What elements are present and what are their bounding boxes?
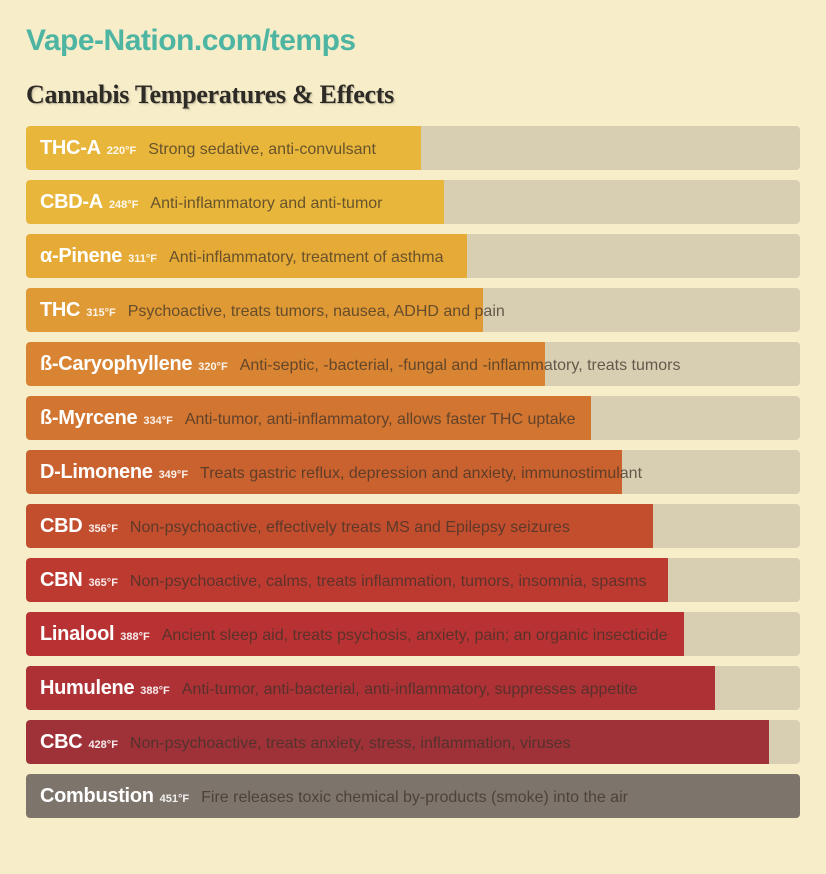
compound-name: CBD-A [40, 191, 103, 214]
compound-temp: 315°F [86, 307, 115, 319]
compound-effect: Anti-tumor, anti-bacterial, anti-inflamm… [182, 681, 638, 699]
chart-row: ß-Caryophyllene 320°F Anti-septic, -bacter… [26, 342, 800, 386]
compound-name: α-Pinene [40, 245, 122, 268]
compound-effect: Psychoactive, treats tumors, nausea, ADH… [128, 303, 505, 321]
row-content: CBN 365°F Non-psychoactive, calms, treats … [26, 569, 800, 592]
compound-temp: 428°F [88, 739, 117, 751]
chart-row: CBC 428°F Non-psychoactive, treats anxiety… [26, 720, 800, 764]
compound-effect: Anti-tumor, anti-inflammatory, allows fa… [185, 411, 576, 429]
compound-name: ß-Caryophyllene [40, 353, 192, 376]
chart-row: THC-A 220°F Strong sedative, anti-convulsa… [26, 126, 800, 170]
row-content: ß-Caryophyllene 320°F Anti-septic, -bacter… [26, 353, 800, 376]
chart-row: Combustion 451°F Fire releases toxic chemi… [26, 774, 800, 818]
chart-row: ß-Myrcene 334°F Anti-tumor, anti-inflammat… [26, 396, 800, 440]
row-content: D-Limonene 349°F Treats gastric reflux, de… [26, 461, 800, 484]
compound-effect: Anti-septic, -bacterial, -fungal and -in… [240, 357, 681, 375]
row-content: Humulene 388°F Anti-tumor, anti-bacterial,… [26, 677, 800, 700]
compound-effect: Non-psychoactive, effectively treats MS … [130, 519, 570, 537]
chart-row: Linalool 388°F Ancient sleep aid, treats p… [26, 612, 800, 656]
chart-row: CBN 365°F Non-psychoactive, calms, treats … [26, 558, 800, 602]
compound-temp: 349°F [159, 469, 188, 481]
row-content: THC-A 220°F Strong sedative, anti-convulsa… [26, 137, 800, 160]
compound-effect: Treats gastric reflux, depression and an… [200, 465, 642, 483]
row-content: CBD-A 248°F Anti-inflammatory and anti-tum… [26, 191, 800, 214]
compound-effect: Strong sedative, anti-convulsant [148, 141, 376, 159]
compound-temp: 388°F [120, 631, 149, 643]
compound-temp: 320°F [198, 361, 227, 373]
compound-name: Linalool [40, 623, 114, 646]
compound-temp: 365°F [88, 577, 117, 589]
page-title: Cannabis Temperatures & Effects [26, 80, 800, 110]
row-content: CBC 428°F Non-psychoactive, treats anxiety… [26, 731, 800, 754]
row-content: Linalool 388°F Ancient sleep aid, treats p… [26, 623, 800, 646]
site-title: Vape-Nation.com/temps [26, 24, 800, 58]
compound-temp: 334°F [143, 415, 172, 427]
compound-temp: 356°F [88, 523, 117, 535]
compound-name: CBC [40, 731, 82, 754]
compound-effect: Fire releases toxic chemical by-products… [201, 789, 628, 807]
compound-temp: 388°F [140, 685, 169, 697]
chart-row: Humulene 388°F Anti-tumor, anti-bacterial,… [26, 666, 800, 710]
compound-name: D-Limonene [40, 461, 153, 484]
row-content: Combustion 451°F Fire releases toxic chemi… [26, 785, 800, 808]
row-content: ß-Myrcene 334°F Anti-tumor, anti-inflammat… [26, 407, 800, 430]
temperature-chart: THC-A 220°F Strong sedative, anti-convulsa… [26, 126, 800, 818]
compound-name: THC-A [40, 137, 101, 160]
compound-name: Combustion [40, 785, 154, 808]
compound-name: CBD [40, 515, 82, 538]
chart-row: THC 315°F Psychoactive, treats tumors, nau… [26, 288, 800, 332]
compound-temp: 451°F [160, 793, 189, 805]
chart-row: α-Pinene 311°F Anti-inflammatory, treatmen… [26, 234, 800, 278]
row-content: CBD 356°F Non-psychoactive, effectively tr… [26, 515, 800, 538]
row-content: THC 315°F Psychoactive, treats tumors, nau… [26, 299, 800, 322]
row-content: α-Pinene 311°F Anti-inflammatory, treatmen… [26, 245, 800, 268]
compound-name: THC [40, 299, 80, 322]
compound-effect: Anti-inflammatory, treatment of asthma [169, 249, 443, 267]
compound-name: CBN [40, 569, 82, 592]
chart-row: D-Limonene 349°F Treats gastric reflux, de… [26, 450, 800, 494]
compound-temp: 248°F [109, 199, 138, 211]
compound-name: Humulene [40, 677, 134, 700]
compound-effect: Non-psychoactive, calms, treats inflamma… [130, 573, 647, 591]
compound-effect: Non-psychoactive, treats anxiety, stress… [130, 735, 571, 753]
compound-temp: 311°F [128, 253, 157, 265]
compound-name: ß-Myrcene [40, 407, 137, 430]
chart-row: CBD 356°F Non-psychoactive, effectively tr… [26, 504, 800, 548]
compound-temp: 220°F [107, 145, 136, 157]
compound-effect: Anti-inflammatory and anti-tumor [150, 195, 382, 213]
chart-row: CBD-A 248°F Anti-inflammatory and anti-tum… [26, 180, 800, 224]
compound-effect: Ancient sleep aid, treats psychosis, anx… [162, 627, 668, 645]
